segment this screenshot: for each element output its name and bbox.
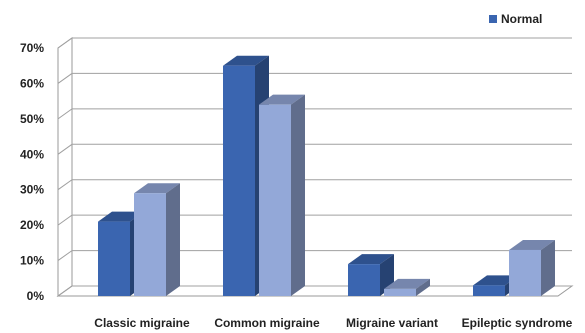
bar-top xyxy=(348,254,394,265)
gridline xyxy=(57,143,572,155)
bar-series-b-1 xyxy=(259,94,305,296)
y-tick-label: 0% xyxy=(27,289,45,303)
gridline xyxy=(57,179,572,191)
y-tick-label: 50% xyxy=(20,112,44,126)
bar-side xyxy=(166,183,180,296)
bar-side xyxy=(541,239,555,296)
category-label-2: Migraine variant xyxy=(346,316,438,330)
legend-label-normal: Normal xyxy=(501,12,542,26)
bar-side xyxy=(291,94,305,296)
bar-top xyxy=(473,275,519,286)
y-tick-label: 20% xyxy=(20,218,44,232)
bar-top xyxy=(223,55,269,66)
gridline xyxy=(57,108,572,120)
y-tick-label: 30% xyxy=(20,183,44,197)
bar-top xyxy=(384,278,430,289)
legend-swatch-normal xyxy=(489,15,497,23)
y-tick-label: 60% xyxy=(20,76,44,90)
category-labels: Classic migraine Common migraine Migraine … xyxy=(94,316,572,330)
bar-series-b-3 xyxy=(509,239,555,296)
y-tick-label: 40% xyxy=(20,147,44,161)
bar-front xyxy=(348,264,380,296)
side-wall xyxy=(57,37,73,297)
bar-top xyxy=(98,211,144,222)
bar-front xyxy=(98,221,130,296)
bar-front xyxy=(384,288,416,296)
gridline xyxy=(57,72,572,84)
bar-side xyxy=(416,278,430,296)
gridline xyxy=(57,37,572,49)
bar-front xyxy=(259,104,291,296)
bar-top xyxy=(134,183,180,194)
bar-series-b-2 xyxy=(384,278,430,296)
bar-top xyxy=(509,239,555,250)
category-label-1: Common migraine xyxy=(214,316,320,330)
category-label-3: Epileptic syndrome xyxy=(462,316,573,330)
bar-front xyxy=(223,65,255,296)
bar-series-a-2 xyxy=(348,254,394,296)
bars xyxy=(98,55,555,296)
legend: Normal xyxy=(489,12,542,26)
gridline xyxy=(57,250,572,261)
bar-top xyxy=(259,94,305,105)
gridlines xyxy=(57,37,572,297)
bar-front xyxy=(473,285,505,296)
bar-front xyxy=(134,193,166,296)
gridline xyxy=(57,214,572,226)
y-tick-label: 70% xyxy=(20,41,44,55)
bar-series-b-0 xyxy=(134,183,180,296)
bar-front xyxy=(509,249,541,296)
y-tick-labels: 0% 10% 20% 30% 40% 50% 60% 70% xyxy=(20,41,44,303)
category-label-0: Classic migraine xyxy=(94,316,190,330)
y-tick-label: 10% xyxy=(20,254,44,268)
